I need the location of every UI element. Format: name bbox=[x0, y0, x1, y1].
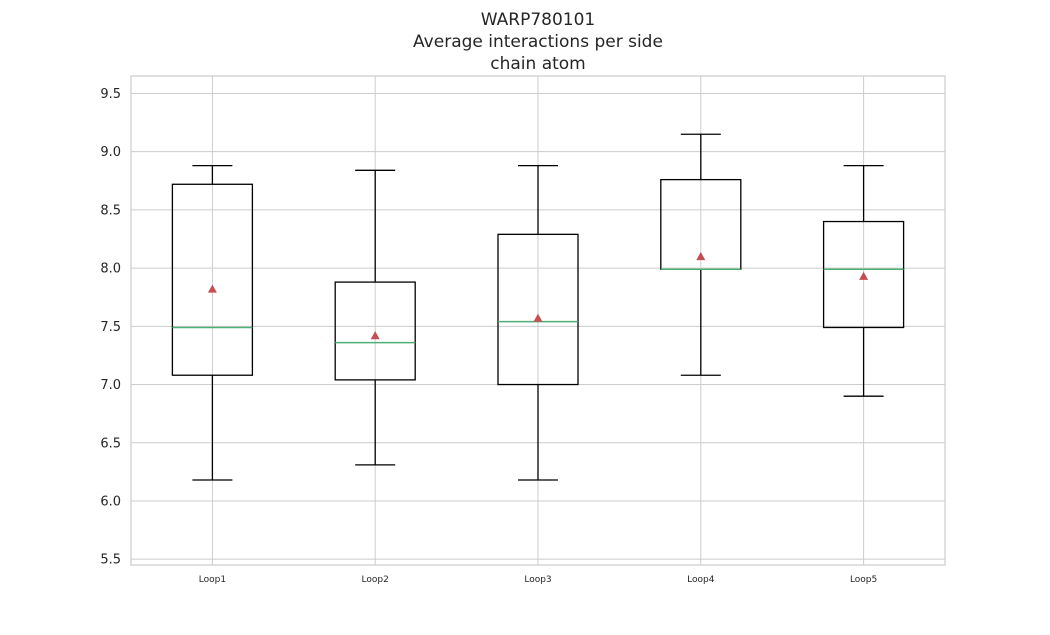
mean-marker bbox=[207, 284, 217, 293]
mean-marker bbox=[859, 271, 869, 280]
iqr-box bbox=[334, 281, 416, 381]
y-tick-label: 7.5 bbox=[100, 320, 121, 335]
box-loop4 bbox=[660, 133, 742, 376]
y-tick-label: 6.5 bbox=[100, 436, 121, 451]
mean-marker bbox=[696, 251, 706, 261]
y-tick-label: 7.0 bbox=[100, 378, 121, 393]
box-loop3 bbox=[497, 164, 579, 481]
chart-title-line-2: Average interactions per side bbox=[413, 32, 663, 52]
box-loop5 bbox=[822, 164, 905, 397]
y-tick-label: 8.5 bbox=[100, 203, 121, 218]
y-tick-label: 8.0 bbox=[100, 262, 121, 277]
boxes bbox=[171, 133, 905, 481]
iqr-box bbox=[171, 183, 254, 376]
y-axis-ticks: 5.5 6.0 6.5 7.0 7.5 8.0 8.5 9.0 9.5 bbox=[100, 87, 121, 568]
x-tick-label: Loop3 bbox=[524, 575, 551, 585]
y-tick-label: 9.5 bbox=[100, 87, 121, 102]
x-tick-label: Loop5 bbox=[850, 575, 877, 585]
chart-title-line-1: WARP780101 bbox=[481, 10, 595, 30]
mean-marker bbox=[370, 331, 380, 340]
x-tick-label: Loop2 bbox=[362, 575, 389, 585]
iqr-box bbox=[497, 233, 579, 386]
iqr-box bbox=[822, 220, 905, 329]
box-loop1 bbox=[171, 164, 254, 481]
y-tick-label: 5.5 bbox=[100, 553, 121, 568]
x-axis-ticks: Loop1 Loop2 Loop3 Loop4 Loop5 bbox=[199, 575, 878, 585]
box-loop2 bbox=[334, 169, 416, 466]
chart-title-line-3: chain atom bbox=[490, 54, 585, 74]
y-tick-label: 6.0 bbox=[100, 494, 121, 509]
y-tick-label: 9.0 bbox=[100, 145, 121, 160]
x-tick-label: Loop4 bbox=[687, 575, 715, 585]
mean-marker bbox=[533, 313, 543, 322]
x-tick-label: Loop1 bbox=[199, 575, 226, 585]
plot-frame bbox=[130, 75, 946, 566]
